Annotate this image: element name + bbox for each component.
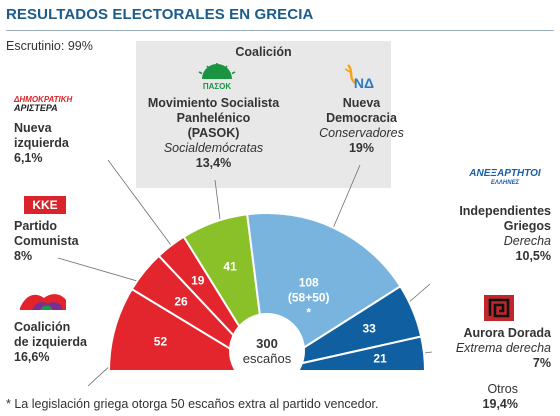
kke-logo-icon: ΚΚΕ — [24, 196, 66, 214]
kke-name-2: Comunista — [14, 234, 79, 248]
nueva-izquierda-name-2: izquierda — [14, 136, 69, 150]
anel-ideology: Derecha — [503, 234, 551, 248]
seat-label: 108 — [299, 275, 319, 289]
nd-logo-text: ΝΔ — [354, 75, 374, 91]
seat-label: 41 — [223, 260, 237, 274]
pasok-percent: 13,4% — [195, 156, 232, 170]
aurora-percent: 7% — [532, 356, 551, 370]
seats-word: escaños — [243, 351, 292, 366]
seat-label: 52 — [154, 334, 168, 348]
coalition-title: Coalición — [235, 45, 292, 59]
seat-label: 19 — [191, 274, 205, 288]
seat-sublabel: (58+50) — [288, 290, 330, 304]
kke-percent: 8% — [14, 249, 33, 263]
aurora-ideology: Extrema derecha — [455, 341, 551, 355]
anel-name-2: Griegos — [503, 219, 551, 233]
anel-logo-icon: ΑΝΕΞΑΡΤΗΤΟΙ ΕΛΛΗΝΕΣ — [456, 168, 554, 187]
nd-percent: 19% — [348, 141, 375, 155]
nd-ideology: Conservadores — [319, 126, 404, 140]
syriza-logo-icon — [20, 294, 66, 310]
syriza-percent: 16,6% — [14, 350, 50, 364]
dimar-logo-text-2: ΑΡΙΣΤΕΡΑ — [14, 103, 58, 113]
title-divider — [6, 30, 554, 31]
anel-percent: 10,5% — [515, 249, 551, 263]
syriza-name-1: Coalición — [14, 320, 71, 334]
dimar-logo-icon: ΔΗΜΟΚΡΑΤΙΚΗ ΑΡΙΣΤΕΡΑ — [14, 95, 72, 113]
pasok-name-2: Panhelénico — [176, 111, 251, 125]
pasok-name-3: (PASOK) — [187, 126, 240, 140]
scrutiny-text: Escrutinio: 99% — [6, 39, 93, 53]
anel-name-1: Independientes — [459, 204, 551, 218]
aurora-label: Aurora Dorada Extrema derecha 7% — [420, 326, 551, 371]
otros-name: Otros — [487, 382, 518, 396]
anel-logo-text-2: ΕΛΛΗΝΕΣ — [490, 180, 520, 186]
anel-logo-text-1: ΑΝΕΞΑΡΤΗΤΟΙ — [469, 168, 541, 179]
anel-label: Independientes Griegos Derecha 10,5% — [420, 204, 551, 264]
kke-name-1: Partido — [14, 219, 58, 233]
seat-label: 21 — [373, 352, 387, 366]
pasok-name-1: Movimiento Socialista — [147, 96, 280, 110]
nd-logo-icon: ΝΔ — [344, 64, 374, 91]
nueva-izquierda-percent: 6,1% — [14, 151, 43, 165]
pasok-label: Movimiento Socialista Panhelénico (PASOK… — [136, 96, 291, 171]
nd-name-2: Democracia — [326, 111, 397, 125]
chart-segment — [266, 335, 427, 372]
seat-label: 33 — [363, 322, 377, 336]
kke-logo-text: ΚΚΕ — [32, 198, 58, 212]
meander-logo-icon — [484, 295, 514, 321]
total-seats: 300 — [256, 336, 278, 351]
syriza-name-2: de izquierda — [14, 335, 87, 349]
dimar-logo-text-1: ΔΗΜΟΚΡΑΤΙΚΗ — [14, 95, 73, 104]
chart-segment — [107, 287, 271, 372]
footnote: * La legislación griega otorga 50 escaño… — [6, 397, 379, 411]
nd-label: Nueva Democracia Conservadores 19% — [304, 96, 419, 156]
kke-label: Partido Comunista 8% — [14, 219, 79, 264]
syriza-label: Coalición de izquierda 16,6% — [14, 320, 87, 365]
nueva-izquierda-name-1: Nueva — [14, 121, 52, 135]
chart-center-hole — [229, 313, 305, 389]
pasok-ideology: Socialdemócratas — [163, 141, 264, 155]
aurora-name: Aurora Dorada — [463, 326, 551, 340]
otros-label: Otros 19,4% — [440, 382, 518, 412]
pasok-logo-icon: ΠΑΣΟΚ — [198, 63, 236, 91]
seat-mark: * — [306, 305, 311, 319]
otros-percent: 19,4% — [482, 397, 518, 411]
pasok-logo-text: ΠΑΣΟΚ — [203, 82, 232, 91]
nueva-izquierda-label: Nueva izquierda 6,1% — [14, 121, 69, 166]
seat-label: 26 — [174, 294, 188, 308]
page-title: RESULTADOS ELECTORALES EN GRECIA — [6, 6, 314, 23]
nd-name-1: Nueva — [342, 96, 381, 110]
